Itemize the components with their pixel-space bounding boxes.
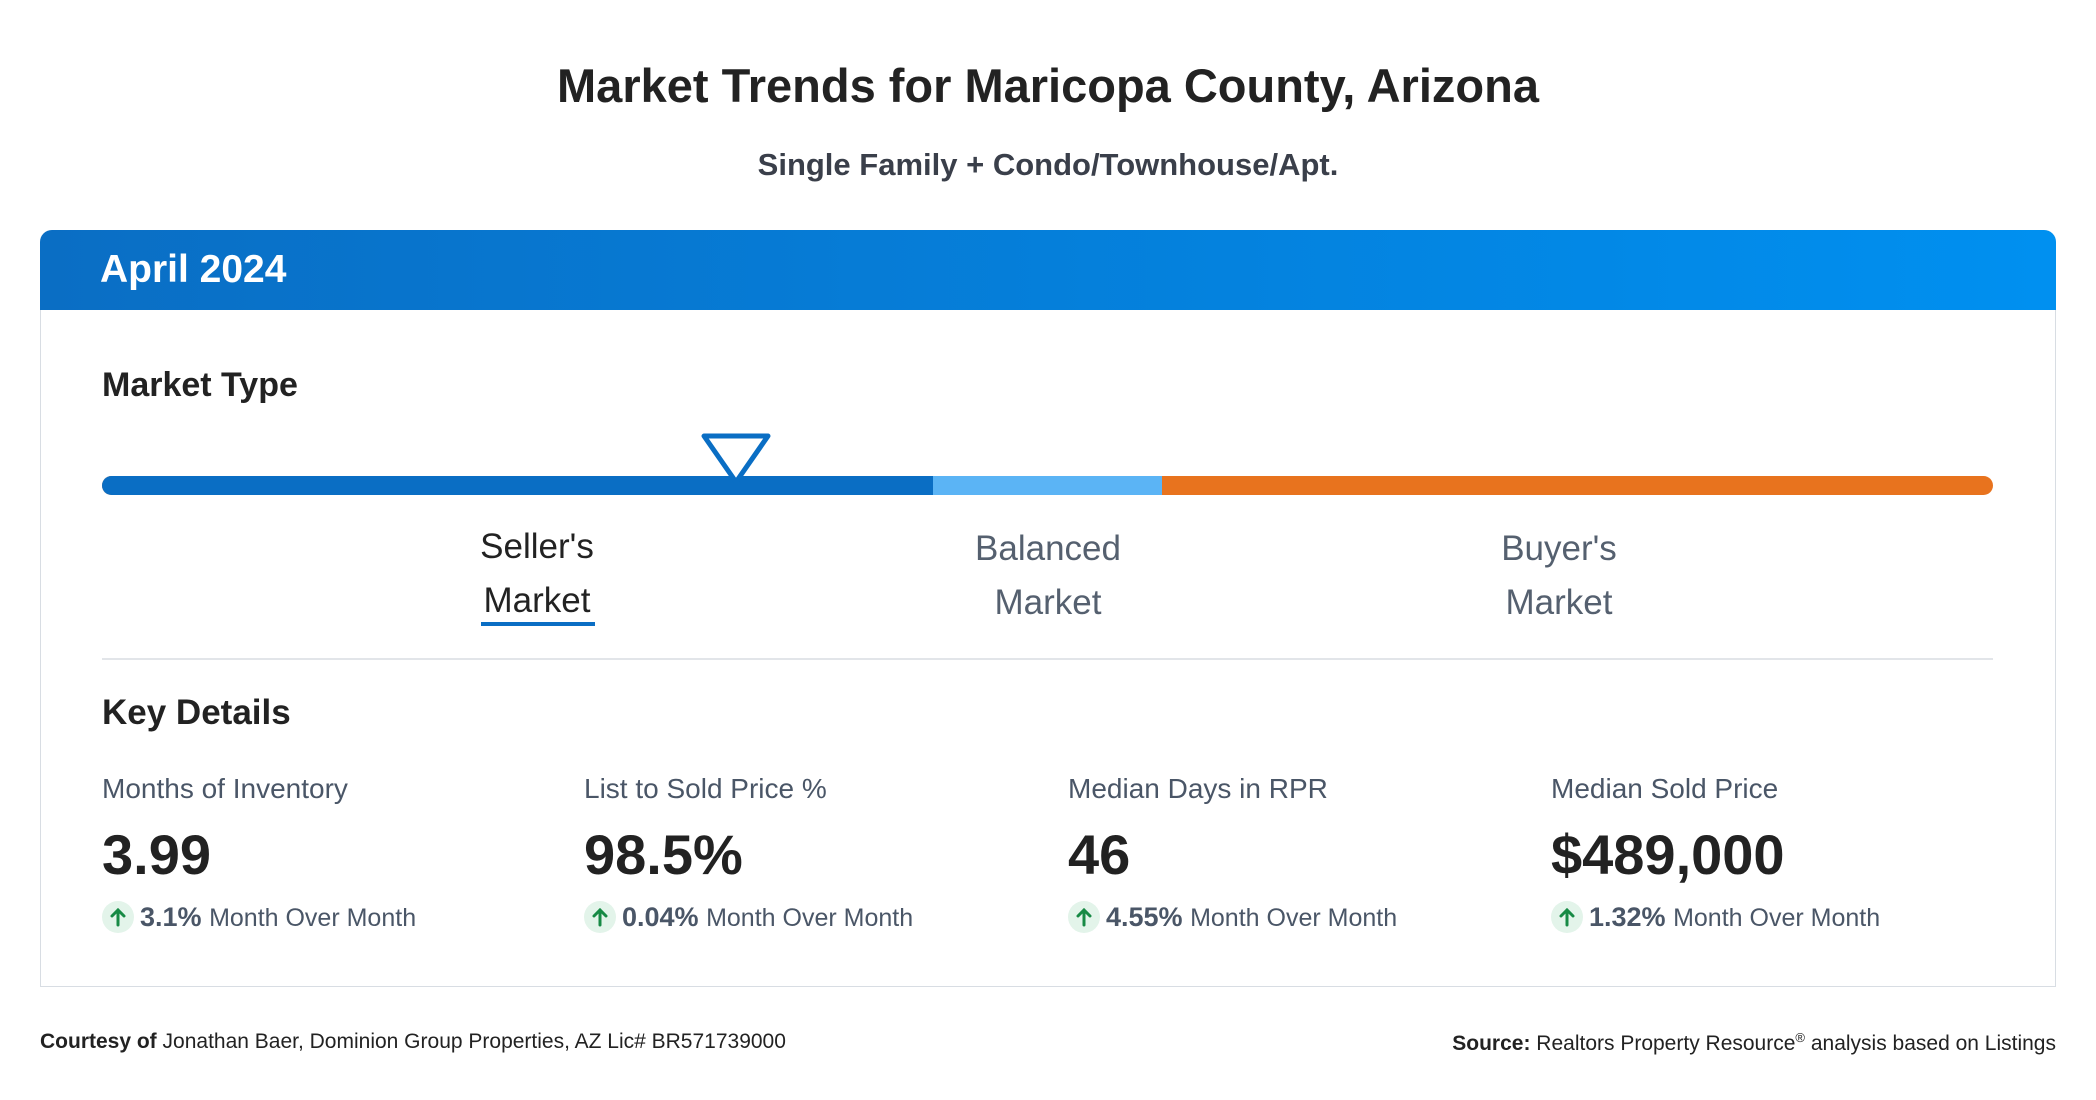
metric-value: $489,000 (1551, 823, 1785, 886)
card-header (40, 230, 2056, 310)
source-text: Realtors Property Resource (1536, 1032, 1796, 1055)
up-icon (1068, 901, 1100, 933)
metric-change: 3.1% Month Over Month (140, 902, 416, 933)
subtitle: Single Family + Condo/Townhouse/Apt. (757, 147, 1339, 182)
metric-label: Median Days in RPR (1068, 773, 1328, 804)
metric-value: 98.5% (584, 823, 743, 886)
metric-label: Median Sold Price (1551, 773, 1779, 804)
key-details-heading: Key Details (102, 693, 291, 732)
up-icon (584, 901, 616, 933)
card (40, 230, 2056, 987)
source: Source: Realtors Property Resource® anal… (1452, 1030, 2056, 1056)
market-type-heading: Market Type (102, 366, 298, 404)
metric-change: 4.55% Month Over Month (1106, 902, 1397, 933)
change-value: 3.1% (140, 902, 202, 932)
source-text: analysis based on Listings (1805, 1032, 2056, 1055)
courtesy-label: Courtesy of (40, 1030, 157, 1053)
metric-label: Months of Inventory (102, 773, 348, 804)
change-value: 1.32% (1589, 902, 1666, 932)
period: April 2024 (100, 248, 287, 291)
change-value: 4.55% (1106, 902, 1183, 932)
change-text: Month Over Month (209, 904, 417, 932)
metric-change: 0.04% Month Over Month (622, 902, 913, 933)
up-icon (102, 901, 134, 933)
label-line: Market (994, 583, 1102, 622)
metric-value: 46 (1068, 823, 1131, 886)
buyer-label: Buyer's Market (1501, 522, 1617, 630)
label-line: Buyer's (1501, 529, 1617, 568)
source-mark: ® (1795, 1030, 1805, 1045)
title: Market Trends for Maricopa County, Arizo… (557, 59, 1539, 112)
balanced-label: Balanced Market (975, 522, 1121, 630)
source-label: Source: (1452, 1032, 1531, 1055)
change-text: Month Over Month (1190, 904, 1398, 932)
metric-value: 3.99 (102, 823, 211, 886)
label-line: Market (483, 581, 591, 620)
label-line: Market (1505, 583, 1613, 622)
courtesy-text: Jonathan Baer, Dominion Group Properties… (162, 1030, 786, 1053)
divider (102, 658, 1993, 660)
change-value: 0.04% (622, 902, 699, 932)
seller-segment (102, 476, 933, 495)
change-text: Month Over Month (706, 904, 914, 932)
market-pointer (701, 433, 771, 485)
balanced-segment (933, 476, 1162, 495)
market-bar (102, 476, 1993, 495)
change-text: Month Over Month (1673, 904, 1881, 932)
metric-change: 1.32% Month Over Month (1589, 902, 1880, 933)
metric-label: List to Sold Price % (584, 773, 827, 804)
label-line: Balanced (975, 529, 1121, 568)
selected-underline (481, 622, 595, 626)
up-icon (1551, 901, 1583, 933)
label-line: Seller's (480, 527, 594, 566)
courtesy: Courtesy of Jonathan Baer, Dominion Grou… (40, 1030, 786, 1054)
seller-label: Seller's Market (480, 520, 594, 628)
